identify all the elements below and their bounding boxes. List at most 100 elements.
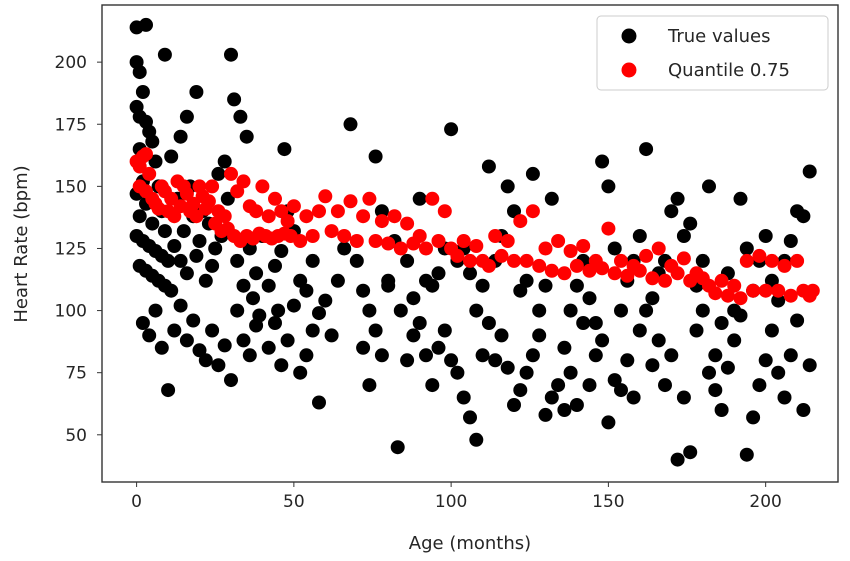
data-point	[192, 343, 207, 358]
data-point	[576, 239, 591, 253]
data-point	[239, 129, 254, 144]
plot-frame	[101, 4, 839, 483]
data-point	[211, 166, 226, 181]
data-point	[242, 348, 257, 363]
data-point	[683, 216, 698, 231]
data-point	[783, 348, 798, 363]
data-point	[299, 209, 314, 224]
data-point	[702, 179, 716, 194]
data-point	[176, 224, 191, 239]
data-point	[601, 179, 616, 194]
data-point	[563, 303, 578, 318]
points-layer	[129, 17, 820, 467]
x-tick-label: 150	[592, 492, 624, 512]
data-point	[519, 253, 534, 268]
y-axis-title: Heart Rate (bpm)	[11, 165, 32, 322]
data-point	[145, 134, 160, 149]
data-point	[614, 383, 628, 398]
data-point	[142, 166, 157, 181]
x-axis-title: Age (months)	[409, 533, 531, 554]
data-point	[469, 239, 484, 253]
data-point	[312, 306, 326, 321]
data-point	[456, 390, 471, 405]
data-point	[330, 204, 345, 219]
data-point	[670, 452, 685, 467]
data-point	[280, 333, 295, 348]
data-point	[488, 229, 503, 243]
data-point	[563, 365, 578, 380]
data-point	[790, 253, 805, 268]
data-point	[425, 191, 440, 206]
data-point	[733, 291, 748, 306]
data-point	[249, 266, 264, 281]
data-point	[139, 147, 153, 162]
data-point	[305, 323, 320, 338]
data-point	[727, 333, 742, 348]
data-point	[639, 303, 654, 318]
series-0	[129, 17, 817, 467]
data-point	[217, 154, 232, 169]
data-point	[189, 248, 204, 263]
data-point	[626, 390, 641, 405]
data-point	[164, 149, 179, 164]
data-point	[720, 360, 735, 375]
data-point	[714, 316, 729, 330]
x-tick-label: 200	[749, 492, 781, 512]
data-point	[764, 323, 779, 338]
data-point	[224, 47, 238, 62]
data-point	[746, 283, 761, 298]
data-point	[271, 303, 286, 318]
data-point	[274, 358, 289, 373]
data-point	[318, 189, 333, 204]
data-point	[805, 283, 820, 298]
data-point	[733, 308, 748, 323]
data-point	[658, 378, 672, 393]
x-tick-label: 0	[131, 492, 142, 512]
data-point	[758, 229, 773, 243]
data-point	[538, 278, 553, 293]
data-point	[425, 278, 440, 293]
data-point	[425, 378, 440, 393]
data-point	[601, 221, 616, 236]
data-point	[268, 316, 282, 330]
data-point	[658, 273, 672, 288]
data-point	[324, 224, 339, 239]
data-point	[632, 229, 647, 243]
data-point	[620, 353, 635, 368]
data-point	[720, 288, 735, 303]
data-point	[771, 283, 786, 298]
data-point	[532, 258, 547, 273]
data-point	[739, 241, 754, 256]
data-point	[145, 216, 160, 231]
data-point	[513, 214, 528, 229]
data-point	[135, 85, 150, 99]
data-point	[189, 85, 204, 99]
data-point	[148, 303, 163, 318]
data-point	[337, 241, 352, 256]
data-point	[406, 328, 421, 343]
data-point	[173, 129, 188, 144]
data-point	[664, 204, 679, 219]
data-point	[639, 142, 654, 157]
data-point	[576, 316, 591, 330]
x-tick-label: 50	[283, 492, 305, 512]
data-point	[179, 333, 194, 348]
data-point	[286, 298, 301, 313]
legend: True values Quantile 0.75	[596, 15, 829, 91]
data-point	[312, 395, 326, 410]
data-point	[236, 174, 251, 189]
data-point	[771, 293, 786, 308]
data-point	[318, 293, 333, 308]
data-point	[368, 234, 383, 248]
data-point	[796, 403, 811, 417]
data-point	[393, 241, 408, 256]
data-point	[450, 248, 465, 263]
data-point	[268, 258, 282, 273]
data-point	[374, 214, 389, 229]
data-point	[632, 323, 647, 338]
data-point	[161, 383, 176, 398]
data-point	[739, 447, 754, 462]
data-point	[475, 348, 490, 363]
data-point	[437, 204, 452, 219]
data-point	[752, 378, 767, 393]
